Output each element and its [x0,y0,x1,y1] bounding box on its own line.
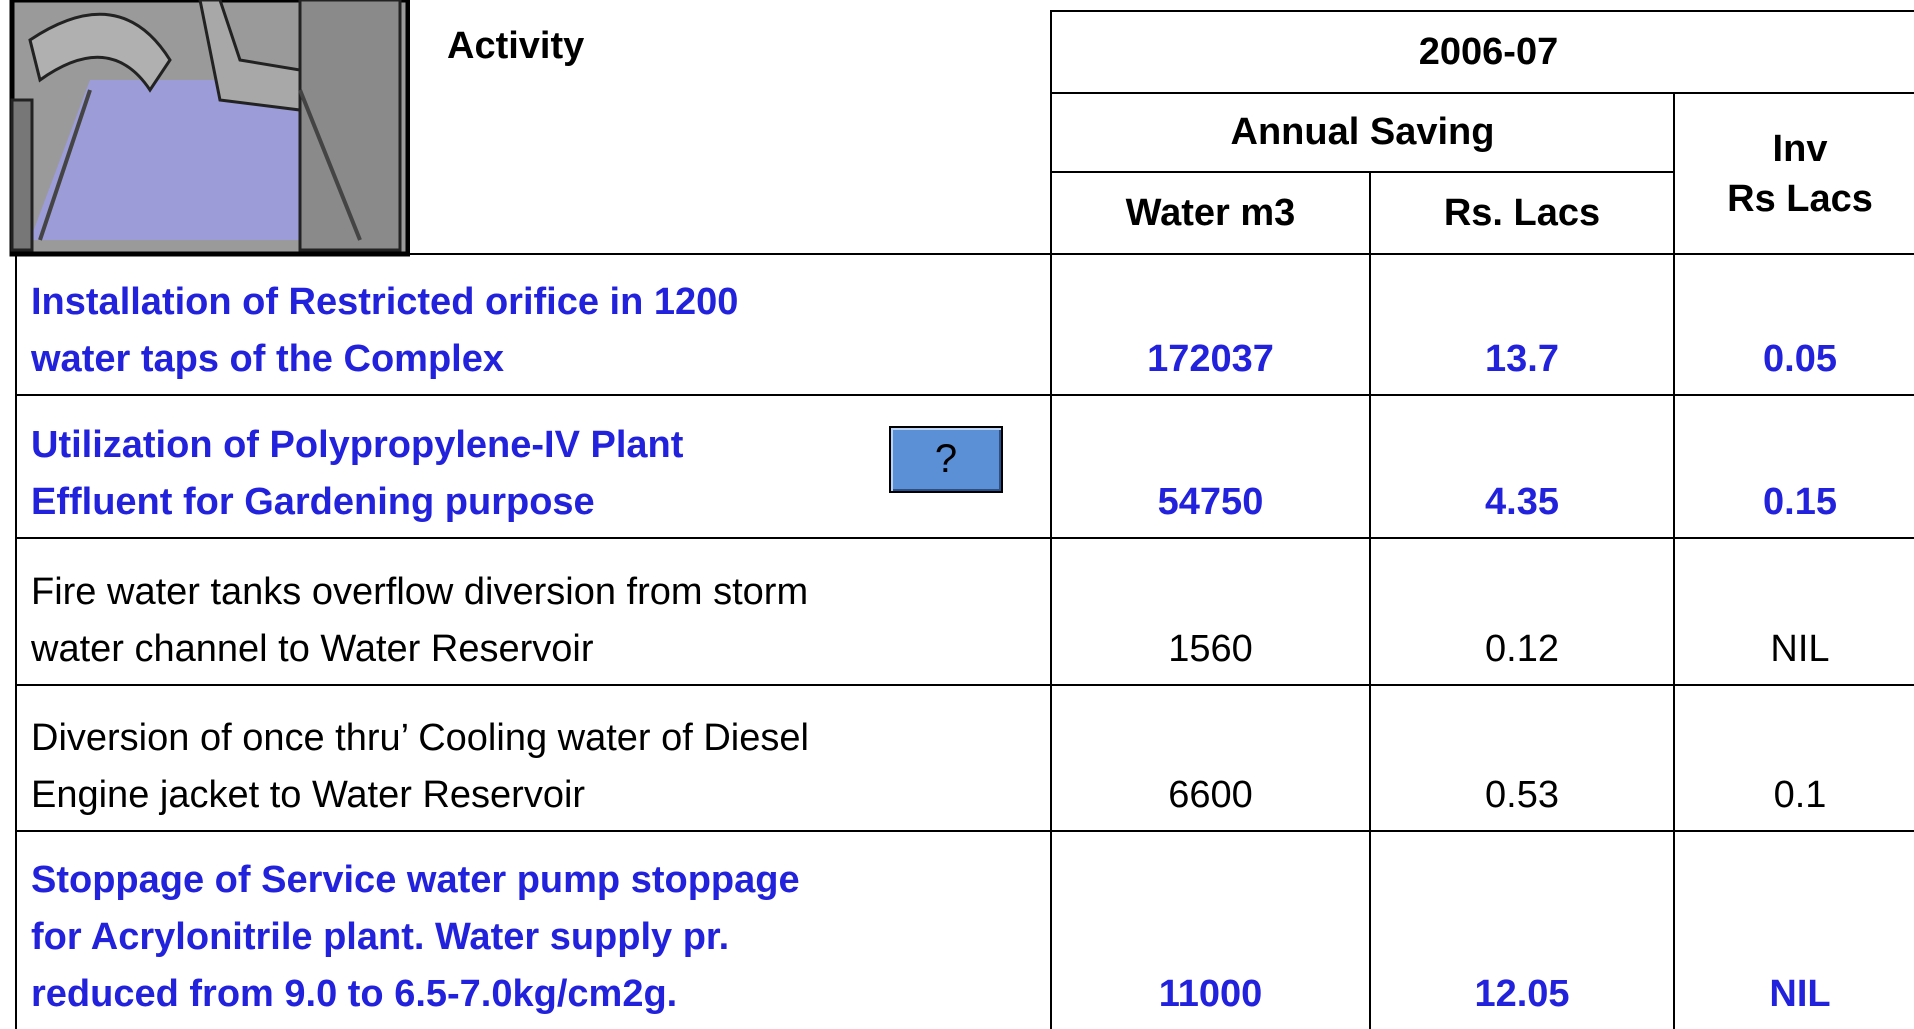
data-row: Diversion of once thru’ Cooling water of… [16,685,1914,831]
activity-line: Stoppage of Service water pump stoppage [31,852,1050,909]
inv-cell: NIL [1674,831,1914,1029]
inv-header-line: Inv [1675,124,1914,174]
activity-line: water taps of the Complex [31,331,1050,388]
data-row: Installation of Restricted orifice in 12… [16,254,1914,395]
help-button[interactable]: ? [889,426,1003,493]
water-cell: 54750 [1051,395,1370,538]
saving-cell: 12.05 [1370,831,1674,1029]
activity-cell: Diversion of once thru’ Cooling water of… [16,685,1051,831]
saving-cell: 0.12 [1370,538,1674,685]
inv-header-line: Rs Lacs [1675,174,1914,224]
annual-saving-header: Annual Saving [1051,93,1674,172]
rs-header: Rs. Lacs [1370,172,1674,254]
data-row: Fire water tanks overflow diversion from… [16,538,1914,685]
inv-cell: 0.05 [1674,254,1914,395]
page: Activity 2006-07 Annual Saving InvRs Lac… [0,0,1914,1029]
water-cell: 11000 [1051,831,1370,1029]
activity-line: Fire water tanks overflow diversion from… [31,564,1050,621]
activity-line: water channel to Water Reservoir [31,621,1050,678]
activity-line: reduced from 9.0 to 6.5-7.0kg/cm2g. [31,966,1050,1023]
saving-cell: 0.53 [1370,685,1674,831]
inv-cell: 0.15 [1674,395,1914,538]
water-cell: 1560 [1051,538,1370,685]
activity-line: Installation of Restricted orifice in 12… [31,274,1050,331]
activity-cell: Installation of Restricted orifice in 12… [16,254,1051,395]
pipe-icon [0,0,410,258]
water-cell: 6600 [1051,685,1370,831]
water-cell: 172037 [1051,254,1370,395]
activity-line: Diversion of once thru’ Cooling water of… [31,710,1050,767]
inv-cell: NIL [1674,538,1914,685]
activity-line: Engine jacket to Water Reservoir [31,767,1050,824]
saving-cell: 13.7 [1370,254,1674,395]
activity-line: for Acrylonitrile plant. Water supply pr… [31,909,1050,966]
inv-cell: 0.1 [1674,685,1914,831]
water-header: Water m3 [1051,172,1370,254]
period-header: 2006-07 [1051,11,1914,93]
activity-cell: Fire water tanks overflow diversion from… [16,538,1051,685]
saving-cell: 4.35 [1370,395,1674,538]
